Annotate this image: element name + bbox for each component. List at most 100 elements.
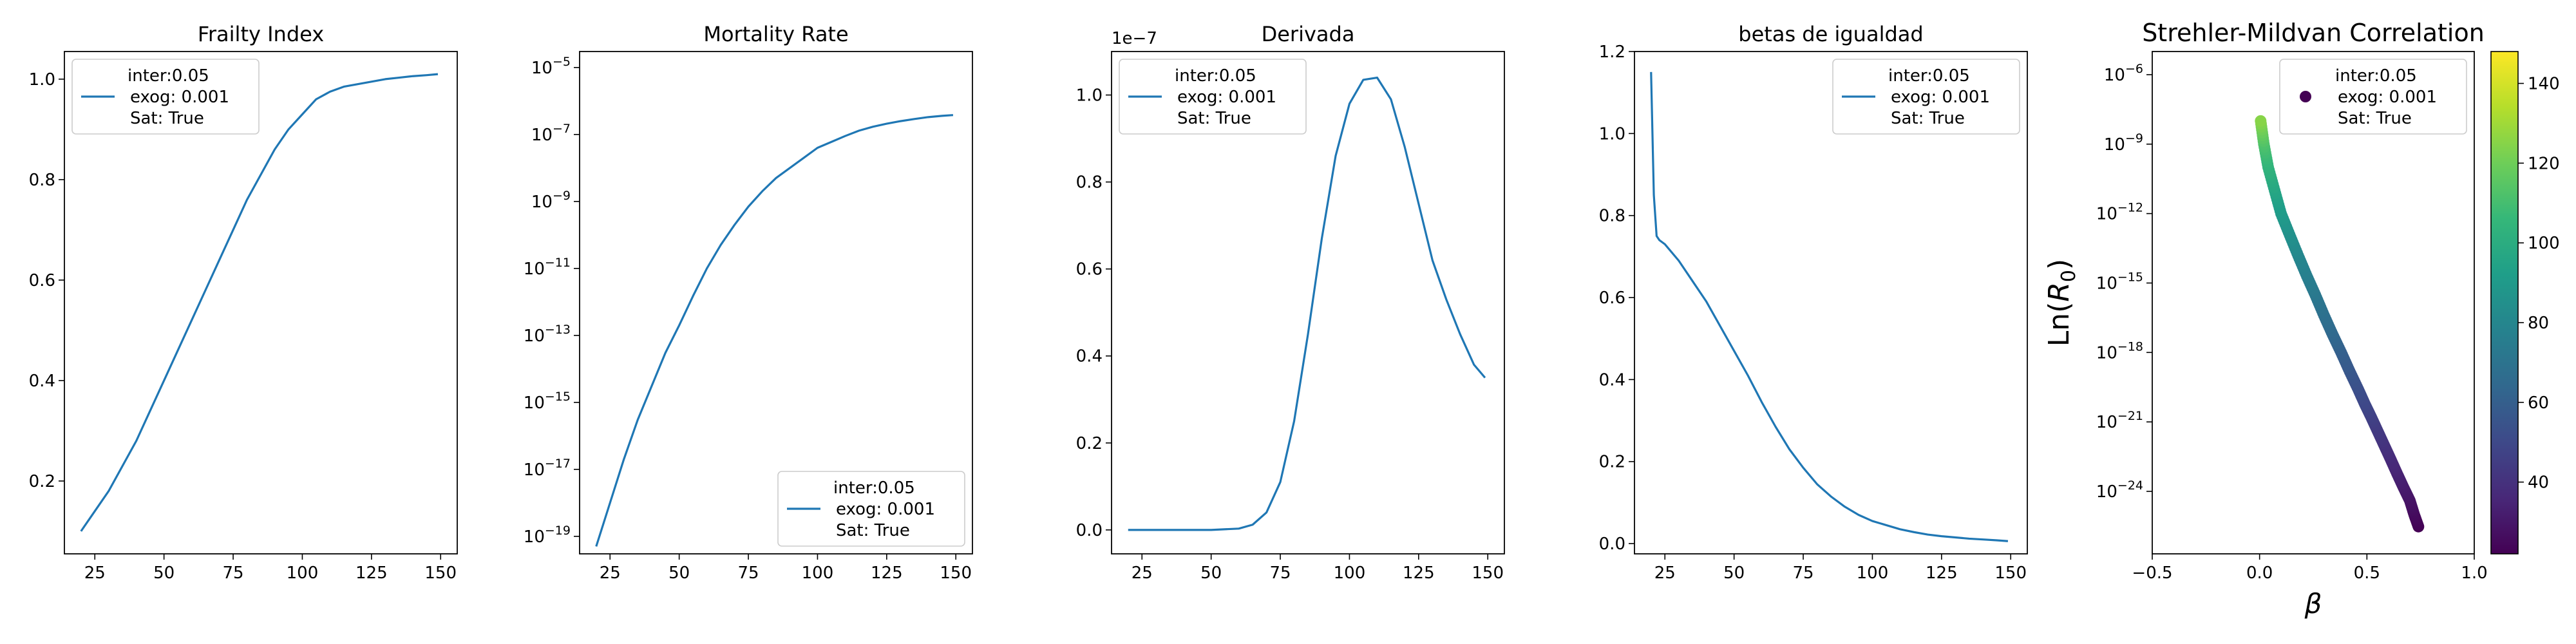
- y-tick-label: 10−5: [531, 55, 571, 78]
- y-label-symbol: R: [2043, 282, 2076, 302]
- x-tick-label: 150: [424, 564, 457, 583]
- chart-title: Mortality Rate: [703, 22, 848, 46]
- y-tick-label: 10−12: [2096, 201, 2143, 224]
- y-tick-label: 1.0: [1599, 124, 1625, 144]
- y-tick-label: 10−9: [531, 189, 571, 212]
- y-tick-label: 10−24: [2096, 478, 2143, 502]
- y-tick-label: 0.6: [1076, 260, 1103, 279]
- x-tick-label: 0.0: [2246, 564, 2273, 583]
- y-tick-exponent: −9: [553, 189, 571, 203]
- x-tick-label: 0.5: [2354, 564, 2380, 583]
- legend-text: Sat: True: [1891, 109, 1965, 128]
- x-tick-label: 50: [153, 564, 175, 583]
- x-tick-label: 100: [802, 564, 834, 583]
- y-tick-exponent: −15: [2117, 270, 2143, 284]
- legend-text: Sat: True: [130, 109, 204, 128]
- series-line: [1650, 71, 2009, 542]
- y-tick-base: 10: [531, 193, 553, 212]
- colorbar-tick-label: 40: [2528, 473, 2549, 493]
- y-tick-base: 10: [524, 327, 545, 346]
- y-tick-exponent: −6: [2125, 62, 2143, 76]
- y-tick-base: 10: [2096, 413, 2117, 432]
- y-tick-label: 1.2: [1599, 43, 1625, 62]
- legend-box: [2279, 59, 2467, 135]
- legend-box: [1832, 59, 2020, 135]
- y-tick-label: 10−13: [524, 323, 571, 346]
- y-tick-label: 10−17: [524, 457, 571, 480]
- x-tick-label: 50: [1200, 564, 1222, 583]
- legend-text: Sat: True: [1177, 109, 1251, 128]
- y-tick-label: 10−11: [524, 256, 571, 279]
- y-tick-label: 0.2: [1076, 434, 1103, 453]
- y-label-text: Ln(: [2043, 302, 2076, 347]
- y-tick-label: 10−19: [524, 524, 571, 547]
- chart-title: Frailty Index: [198, 22, 324, 46]
- y-tick-exponent: −9: [2125, 131, 2143, 146]
- legend: inter:0.05 exog: 0.001 Sat: True: [1119, 59, 1307, 135]
- y-tick-base: 10: [2096, 205, 2117, 224]
- legend-box: [71, 59, 260, 135]
- offset-text: 1e−7: [1112, 29, 1157, 48]
- x-tick-label: 150: [940, 564, 972, 583]
- x-tick-label: 75: [737, 564, 759, 583]
- legend: inter:0.05 exog: 0.001 Sat: True: [2279, 59, 2467, 135]
- x-tick-label: 50: [1723, 564, 1745, 583]
- legend: inter:0.05 exog: 0.001 Sat: True: [777, 471, 965, 547]
- x-tick-label: 50: [668, 564, 690, 583]
- y-tick-exponent: −5: [553, 55, 571, 69]
- axes-frame: [1634, 51, 2028, 554]
- y-tick-label: 0.0: [1076, 521, 1103, 540]
- x-tick-label: −0.5: [2132, 564, 2172, 583]
- y-tick-exponent: −13: [545, 323, 571, 337]
- legend-text: Sat: True: [836, 521, 910, 540]
- x-tick-label: 75: [1269, 564, 1291, 583]
- scatter-point: [2255, 115, 2267, 127]
- y-label-subscript: 0: [2058, 270, 2080, 282]
- y-tick-label: 10−6: [2104, 62, 2143, 85]
- x-tick-label: 75: [222, 564, 243, 583]
- colorbar: 40 60 80 100 120 140: [2490, 51, 2560, 554]
- y-tick-base: 10: [524, 393, 545, 413]
- y-tick-label: 0.2: [1599, 453, 1625, 472]
- legend-text: inter:0.05: [128, 66, 209, 86]
- y-tick-label: 0.8: [1599, 207, 1625, 226]
- y-tick-label: 0.8: [29, 171, 55, 190]
- strehler-mildvan-chart: Strehler-Mildvan Correlation −0.5 0.0 0.5 1.…: [2043, 19, 2488, 620]
- x-tick-label: 125: [1926, 564, 1958, 583]
- y-tick-label: 10−7: [531, 122, 571, 145]
- y-tick-base: 10: [531, 126, 553, 145]
- y-tick-label: 10−15: [2096, 270, 2143, 293]
- y-tick-exponent: −12: [2117, 201, 2143, 215]
- legend-text: exog: 0.001: [836, 500, 935, 519]
- legend-text: inter:0.05: [1175, 66, 1256, 86]
- legend: inter:0.05 exog: 0.001 Sat: True: [1832, 59, 2020, 135]
- colorbar-tick-label: 120: [2528, 154, 2560, 173]
- y-tick-base: 10: [2104, 135, 2125, 155]
- y-tick-base: 10: [2096, 274, 2117, 293]
- y-tick-label: 0.4: [29, 372, 55, 391]
- legend-text: Sat: True: [2338, 109, 2412, 128]
- legend-text: exog: 0.001: [2338, 88, 2437, 107]
- y-tick-label: 0.4: [1076, 347, 1103, 366]
- y-tick-label: 10−15: [524, 390, 571, 413]
- y-tick-exponent: −18: [2117, 339, 2143, 354]
- x-tick-label: 100: [1334, 564, 1366, 583]
- x-tick-label: 125: [871, 564, 903, 583]
- y-tick-exponent: −15: [545, 390, 571, 404]
- y-tick-base: 10: [524, 460, 545, 480]
- series-line: [80, 73, 439, 532]
- legend-text: exog: 0.001: [1891, 88, 1990, 107]
- axes-frame: [64, 51, 458, 554]
- x-tick-label: 150: [1472, 564, 1504, 583]
- x-tick-label: 100: [1857, 564, 1889, 583]
- legend-text: inter:0.05: [2335, 66, 2417, 86]
- x-tick-label: 25: [1654, 564, 1676, 583]
- chart-title: Derivada: [1262, 22, 1355, 46]
- axes-frame: [2152, 51, 2475, 554]
- axes-frame: [579, 51, 973, 554]
- y-tick-label: 0.4: [1599, 370, 1625, 390]
- y-tick-label: 10−18: [2096, 339, 2143, 363]
- y-tick-exponent: −24: [2117, 478, 2143, 493]
- chart-title: Strehler-Mildvan Correlation: [2142, 19, 2485, 47]
